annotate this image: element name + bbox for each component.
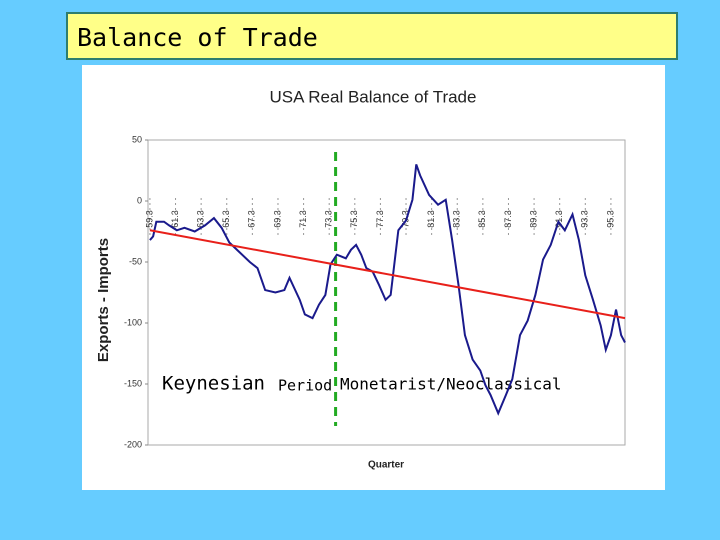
x-tick-label: 81.3 — [426, 210, 436, 228]
y-axis-label: Exports - Imports — [95, 238, 112, 362]
x-tick-label: 65.3 — [221, 210, 231, 228]
y-tick-label: -150 — [124, 378, 142, 388]
x-tick-label: 93.3 — [580, 210, 590, 228]
slide-title: Balance of Trade — [77, 23, 318, 52]
y-tick-label: -50 — [129, 256, 142, 266]
x-tick-label: 95.3 — [605, 210, 615, 228]
x-tick-label: 85.3 — [477, 210, 487, 228]
annotation: Period — [278, 377, 332, 395]
x-tick-label: 75.3 — [349, 210, 359, 228]
y-tick-label: -200 — [124, 439, 142, 449]
slide-title-box: Balance of Trade — [66, 12, 678, 60]
x-axis-label: Quarter — [368, 460, 404, 471]
y-tick-label: 0 — [137, 195, 142, 205]
series-line — [149, 164, 626, 416]
series-line — [149, 229, 626, 320]
chart-title: USA Real Balance of Trade — [270, 87, 477, 106]
annotation: Keynesian — [162, 373, 265, 395]
plot-area — [147, 139, 626, 446]
x-tick-label: 83.3 — [452, 210, 462, 228]
x-tick-label: 73.3 — [324, 210, 334, 228]
x-tick-label: 63.3 — [196, 210, 206, 228]
x-tick-label: 87.3 — [503, 210, 513, 228]
annotation: Monetarist/Neoclassical — [340, 375, 562, 394]
x-tick-label: 61.3 — [170, 210, 180, 228]
x-tick-label: 71.3 — [298, 210, 308, 228]
y-tick-label: 50 — [132, 134, 142, 144]
x-tick-label: 79.3 — [400, 210, 410, 228]
x-tick-label: 89.3 — [528, 210, 538, 228]
y-tick-label: -100 — [124, 317, 142, 327]
x-tick-label: 77.3 — [375, 210, 385, 228]
x-tick-label: 69.3 — [272, 210, 282, 228]
x-tick-label: 59.3 — [144, 210, 154, 228]
x-tick-label: 67.3 — [247, 210, 257, 228]
x-tick-label: 91.3 — [554, 210, 564, 228]
